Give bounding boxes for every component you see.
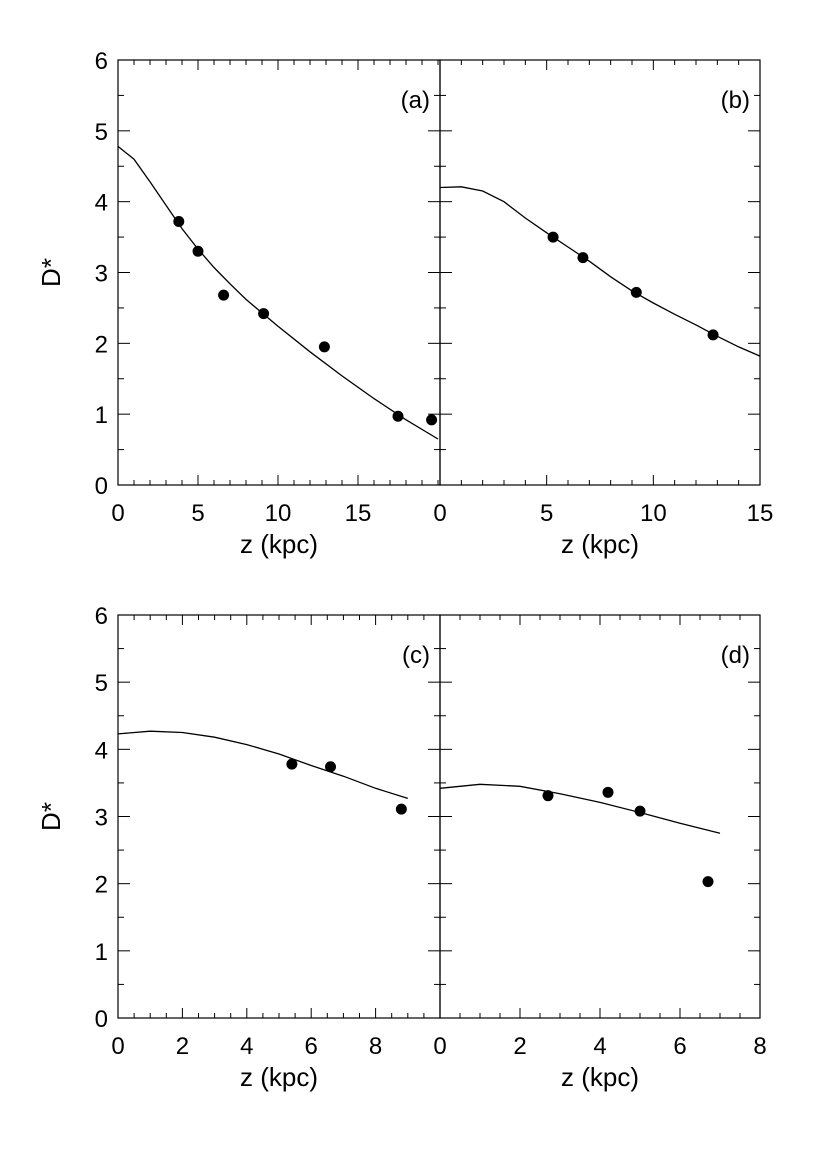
panel-label: (b) bbox=[721, 87, 750, 114]
model-curve bbox=[439, 186, 761, 357]
data-point bbox=[602, 786, 614, 798]
panel-frame bbox=[117, 614, 441, 1019]
panel-label: (c) bbox=[402, 642, 430, 669]
data-point bbox=[258, 308, 270, 320]
data-point bbox=[218, 289, 230, 301]
y-tick-label: 4 bbox=[95, 737, 108, 764]
panel-frame bbox=[439, 59, 761, 486]
y-tick-label: 5 bbox=[95, 119, 108, 146]
panel-label: (d) bbox=[721, 642, 750, 669]
data-point bbox=[542, 790, 554, 802]
x-tick-label: 0 bbox=[433, 1033, 446, 1060]
x-tick-label: 0 bbox=[111, 1033, 124, 1060]
x-axis-title: z (kpc) bbox=[240, 529, 318, 559]
data-point bbox=[286, 758, 298, 770]
y-tick-label: 5 bbox=[95, 670, 108, 697]
x-tick-label: 2 bbox=[176, 1033, 189, 1060]
model-curve bbox=[117, 730, 408, 800]
x-tick-label: 10 bbox=[640, 500, 667, 527]
data-point bbox=[192, 245, 204, 257]
y-tick-label: 1 bbox=[95, 939, 108, 966]
y-tick-label: 6 bbox=[95, 603, 108, 630]
data-point bbox=[707, 329, 719, 341]
model-curve bbox=[117, 145, 439, 440]
data-point bbox=[634, 805, 646, 817]
panel-b: 0 5 10 15 z (kpc) (b) bbox=[433, 59, 774, 559]
x-tick-label: 6 bbox=[305, 1033, 318, 1060]
data-point bbox=[318, 341, 330, 353]
data-point bbox=[577, 252, 589, 264]
y-tick-label: 3 bbox=[95, 805, 108, 832]
y-tick-label: 0 bbox=[95, 1006, 108, 1033]
x-tick-label: 6 bbox=[673, 1033, 686, 1060]
x-tick-label: 4 bbox=[593, 1033, 606, 1060]
y-axis-title: D* bbox=[36, 258, 66, 287]
data-point bbox=[630, 286, 642, 298]
y-tick-label: 2 bbox=[95, 872, 108, 899]
y-tick-label: 0 bbox=[95, 473, 108, 500]
data-point bbox=[325, 761, 337, 773]
panel-frame bbox=[439, 614, 761, 1019]
x-tick-label: 4 bbox=[240, 1033, 253, 1060]
data-point bbox=[426, 414, 438, 426]
x-axis-title: z (kpc) bbox=[561, 1062, 639, 1092]
x-tick-label: 8 bbox=[369, 1033, 382, 1060]
x-tick-label: 0 bbox=[433, 500, 446, 527]
y-tick-label: 6 bbox=[95, 48, 108, 75]
panel-a: 0 5 10 15 0 1 2 3 4 5 6 z (kpc) D* (a) bbox=[36, 48, 441, 559]
data-point bbox=[702, 876, 714, 888]
x-tick-label: 0 bbox=[111, 500, 124, 527]
data-point bbox=[395, 803, 407, 815]
x-tick-label: 8 bbox=[753, 1033, 766, 1060]
panel-d: 0 2 4 6 8 z (kpc) (d) bbox=[433, 614, 767, 1092]
y-axis-title: D* bbox=[36, 802, 66, 831]
x-tick-label: 5 bbox=[191, 500, 204, 527]
x-axis-title: z (kpc) bbox=[240, 1062, 318, 1092]
y-tick-label: 2 bbox=[95, 331, 108, 358]
model-curve bbox=[439, 783, 721, 834]
y-tick-label: 3 bbox=[95, 261, 108, 288]
panel-label: (a) bbox=[401, 87, 430, 114]
data-point bbox=[173, 216, 185, 227]
data-point bbox=[392, 410, 404, 422]
y-tick-label: 1 bbox=[95, 402, 108, 429]
x-axis-title: z (kpc) bbox=[561, 529, 639, 559]
x-tick-label: 15 bbox=[345, 500, 372, 527]
y-tick-label: 4 bbox=[95, 190, 108, 217]
x-tick-label: 2 bbox=[513, 1033, 526, 1060]
x-tick-label: 10 bbox=[265, 500, 292, 527]
x-tick-label: 5 bbox=[540, 500, 553, 527]
panel-frame bbox=[117, 59, 441, 486]
data-point bbox=[547, 231, 559, 243]
x-tick-label: 15 bbox=[747, 500, 774, 527]
